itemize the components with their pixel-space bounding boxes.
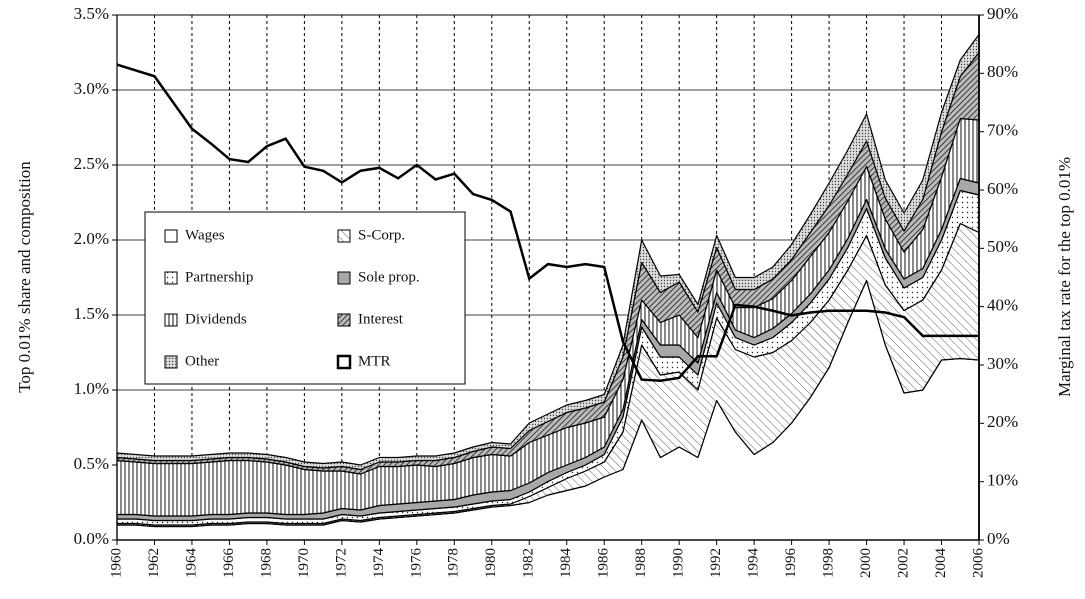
legend: Wages S-Corp. Partnership Sole prop. Dividen… [144,211,466,385]
legend-swatch [337,229,351,243]
y-tick-label: 3.5% [74,4,109,23]
y-tick-label: 3.0% [74,79,109,98]
x-tick-label: 2000 [858,548,874,578]
y2-tick-label: 60% [987,179,1018,198]
legend-box [144,211,466,385]
legend-swatch [337,313,351,327]
x-tick-label: 2004 [933,548,949,579]
legend-swatch [337,271,351,285]
legend-swatch [164,229,178,243]
legend-swatch [164,355,178,369]
legend-label: Wages [185,227,225,243]
legend-swatch [164,271,178,285]
y2-tick-label: 70% [987,121,1018,140]
y2-tick-label: 90% [987,4,1018,23]
y2-tick-label: 0% [987,529,1010,548]
axes: 0.0% 0.5% 1.0% 1.5% 2.0% 2.5% 3.0% 3.5% 0% 10% 20%… [74,4,1019,578]
mtr-line [116,63,979,383]
x-tick-label: 1982 [521,548,537,578]
y-tick-label: 2.5% [74,154,109,173]
x-tick-label: 1994 [746,548,762,579]
legend-swatch [336,354,352,370]
x-tick-label: 1962 [146,548,162,578]
y-tick-label: 1.0% [74,379,109,398]
x-tick-label: 1984 [558,548,574,579]
y2-tick-label: 30% [987,354,1018,373]
y2-tick-label: 20% [987,412,1018,431]
y-tick-label: 2.0% [74,229,109,248]
x-tick-label: 1960 [108,548,124,578]
x-tick-label: 1996 [783,548,799,579]
legend-label: S-Corp. [358,227,405,243]
y-axis-title: Top 0.01% share and composition [15,161,34,393]
x-tick-label: 1992 [708,548,724,578]
legend-swatch [164,313,178,327]
x-tick-label: 1990 [671,548,687,578]
x-tick-label: 1998 [821,548,837,578]
y2-tick-label: 40% [987,296,1018,315]
y2-axis-title: Marginal tax rate for the top 0.01% [1055,157,1074,397]
x-tick-label: 1964 [183,548,199,579]
y-tick-label: 1.5% [74,304,109,323]
legend-label: Other [185,353,219,369]
x-tick-label: 2006 [970,548,986,579]
y-tick-label: 0.0% [74,529,109,548]
legend-label: Interest [358,311,404,327]
legend-label: Dividends [185,311,247,327]
legend-label: Partnership [185,269,253,285]
x-tick-label: 1978 [446,548,462,578]
legend-label: MTR [358,353,391,369]
x-tick-label: 1988 [633,548,649,578]
y2-tick-label: 10% [987,471,1018,490]
x-tick-label: 1980 [483,548,499,578]
y2-tick-label: 50% [987,237,1018,256]
x-tick-label: 1966 [221,548,237,579]
areas [116,33,980,541]
x-tick-label: 1976 [408,548,424,579]
y2-tick-label: 80% [987,62,1018,81]
x-tick-label: 1972 [333,548,349,578]
x-tick-label: 1970 [296,548,312,578]
legend-label: Sole prop. [358,269,420,285]
x-tick-label: 1974 [371,548,387,579]
x-tick-label: 1968 [258,548,274,578]
x-tick-label: 2002 [895,548,911,578]
y-tick-label: 0.5% [74,454,109,473]
x-tick-label: 1986 [596,548,612,579]
